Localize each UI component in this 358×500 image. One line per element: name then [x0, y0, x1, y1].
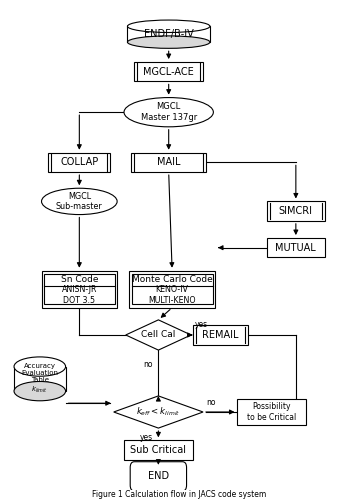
Text: Figure 1 Calculation flow in JACS code system: Figure 1 Calculation flow in JACS code s… [92, 490, 266, 499]
Text: MUTUAL: MUTUAL [275, 242, 316, 252]
Ellipse shape [42, 188, 117, 214]
FancyBboxPatch shape [132, 274, 213, 304]
Text: no: no [207, 398, 216, 407]
Text: Cell Cal: Cell Cal [141, 330, 175, 340]
FancyBboxPatch shape [129, 270, 215, 308]
Text: $k_{eff} < k_{limit}$: $k_{eff} < k_{limit}$ [136, 406, 180, 418]
Text: SIMCRI: SIMCRI [279, 206, 313, 216]
Text: Possibility
to be Critical: Possibility to be Critical [247, 402, 296, 421]
Ellipse shape [127, 36, 210, 48]
Polygon shape [127, 26, 210, 42]
FancyBboxPatch shape [131, 152, 207, 172]
Polygon shape [114, 396, 203, 428]
Text: MGCL
Master 137gr: MGCL Master 137gr [141, 102, 197, 122]
FancyBboxPatch shape [42, 270, 117, 308]
Text: REMAIL: REMAIL [202, 330, 238, 340]
Ellipse shape [14, 382, 66, 401]
FancyBboxPatch shape [267, 202, 325, 221]
Text: KENO-IV
MULTI-KENO: KENO-IV MULTI-KENO [148, 285, 196, 304]
FancyBboxPatch shape [48, 152, 110, 172]
Text: COLLAP: COLLAP [60, 158, 98, 168]
Text: MAIL: MAIL [157, 158, 180, 168]
Text: ENDF/B-IV: ENDF/B-IV [144, 29, 194, 39]
FancyBboxPatch shape [134, 62, 203, 82]
FancyBboxPatch shape [130, 462, 187, 491]
Text: ANISN-JR
DOT 3.5: ANISN-JR DOT 3.5 [62, 285, 97, 304]
FancyBboxPatch shape [267, 238, 325, 258]
Text: MGCL
Sub-master: MGCL Sub-master [56, 192, 103, 211]
Text: yes: yes [140, 433, 153, 442]
Text: Accuracy
Evaluation
Table
$k_{limit}$: Accuracy Evaluation Table $k_{limit}$ [21, 363, 58, 394]
Ellipse shape [127, 20, 210, 32]
FancyBboxPatch shape [193, 325, 248, 344]
Text: END: END [148, 472, 169, 482]
FancyBboxPatch shape [124, 440, 193, 460]
Text: Monte Carlo Code: Monte Carlo Code [132, 276, 213, 284]
Polygon shape [14, 366, 66, 391]
Text: Sub Critical: Sub Critical [130, 445, 187, 455]
Text: yes: yes [194, 320, 208, 329]
Text: MGCL-ACE: MGCL-ACE [143, 66, 194, 76]
Ellipse shape [124, 98, 213, 127]
FancyBboxPatch shape [237, 400, 306, 424]
Text: no: no [144, 360, 153, 369]
Polygon shape [126, 320, 191, 350]
Ellipse shape [14, 357, 66, 376]
FancyBboxPatch shape [44, 274, 115, 304]
Text: Sn Code: Sn Code [61, 276, 98, 284]
